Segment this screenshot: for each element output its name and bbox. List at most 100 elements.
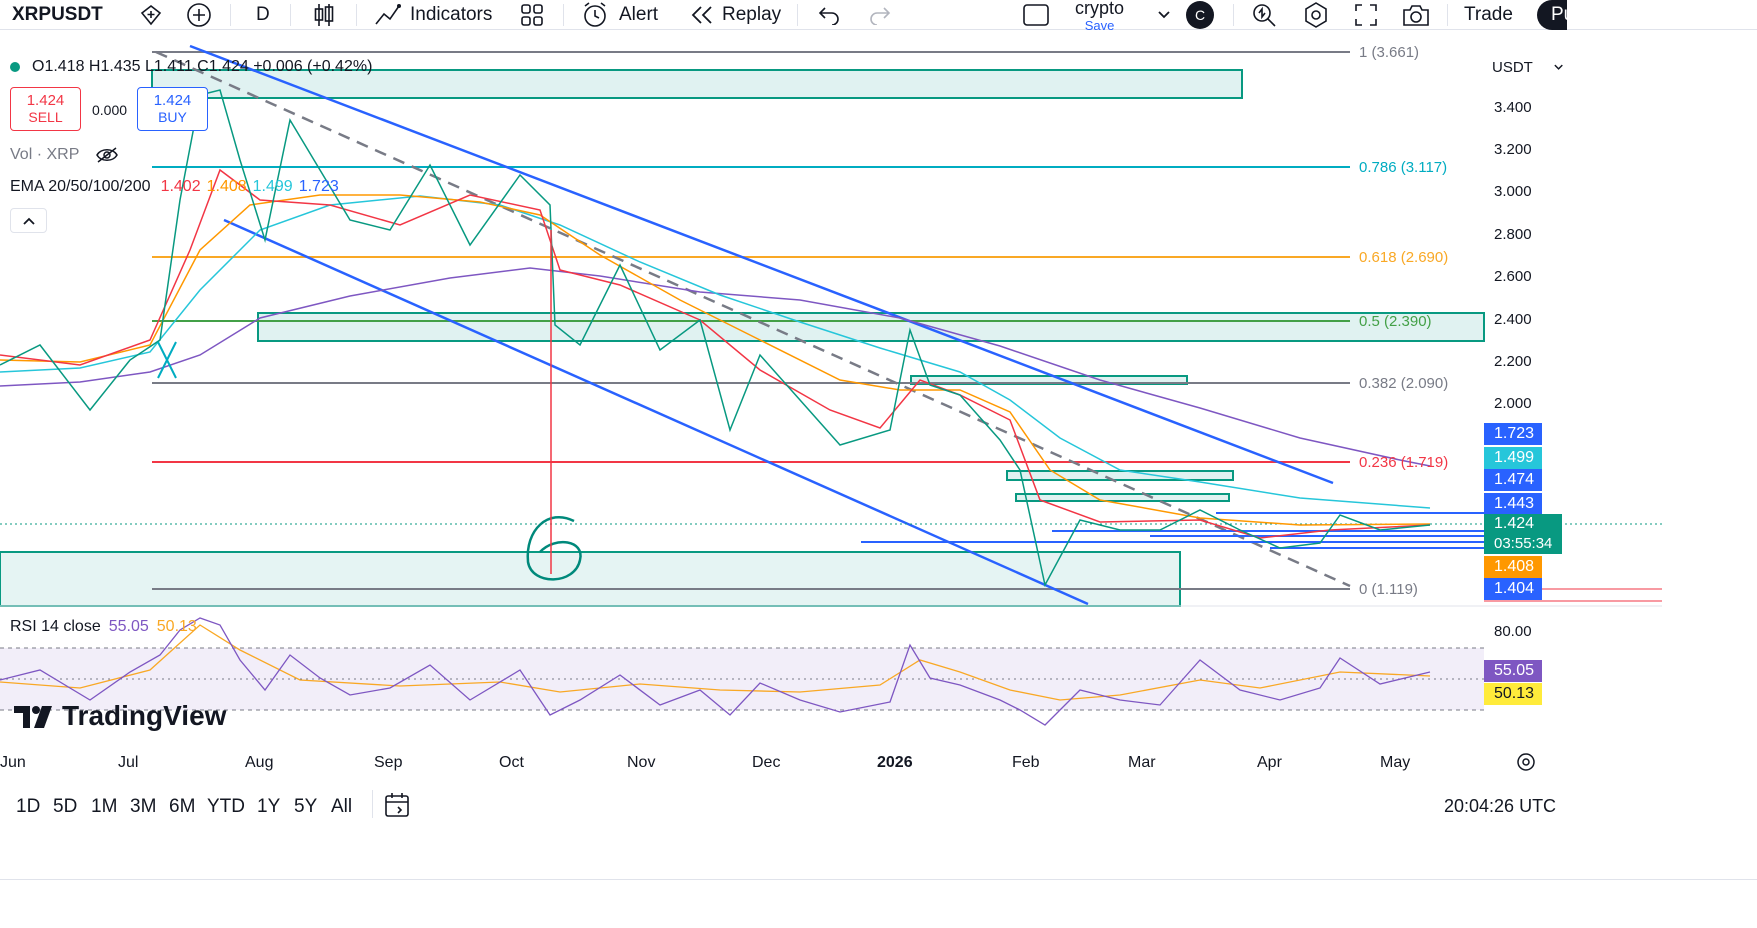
ema-200-value: 1.723 [298, 178, 339, 195]
fib-label-0236: 0.236 (1.719) [1359, 454, 1449, 471]
symbol-search[interactable]: XRPUSDT [12, 0, 103, 30]
replay-button[interactable]: Replay [690, 0, 781, 30]
demand-zone-bottom[interactable] [0, 551, 1181, 607]
tradingview-watermark[interactable]: TradingView [12, 700, 226, 732]
rsi-ma-tag: 50.13 [1484, 683, 1542, 705]
time-tick: Jun [0, 754, 26, 771]
utc-clock[interactable]: 20:04:26 UTC [1444, 796, 1557, 816]
price-tick: 2.200 [1494, 353, 1532, 370]
calendar-icon[interactable] [384, 792, 410, 823]
supply-zone-top[interactable] [151, 69, 1243, 99]
quick-search-icon[interactable] [1251, 0, 1277, 30]
range-3m-button[interactable]: 3M [130, 796, 157, 817]
currency-label: USDT [1492, 58, 1533, 76]
time-tick-year: 2026 [877, 754, 913, 771]
redo-icon[interactable] [868, 0, 892, 30]
handwritten-x-mark[interactable] [157, 341, 177, 379]
range-6m-button[interactable]: 6M [169, 796, 196, 817]
ema-20-line [0, 168, 1431, 539]
range-1d-button[interactable]: 1D [16, 796, 41, 817]
sell-price: 1.424 [26, 92, 65, 109]
alarm-clock-icon [584, 2, 606, 27]
layout-name-button[interactable]: crypto Save [1075, 0, 1124, 33]
bottom-separator [372, 790, 373, 818]
range-ytd-button[interactable]: YTD [207, 796, 245, 817]
currency-selector[interactable]: USDT [1484, 52, 1564, 82]
templates-icon[interactable] [520, 0, 544, 30]
channel-mid-dashed[interactable] [155, 50, 1351, 588]
range-5d-button[interactable]: 5D [53, 796, 78, 817]
range-5y-button[interactable]: 5Y [294, 796, 318, 817]
channel-lower-line[interactable] [223, 218, 1089, 606]
price-tick: 2.600 [1494, 268, 1532, 285]
ema-50-line [0, 194, 1431, 526]
ema-legend[interactable]: EMA 20/50/100/200 1.402 1.408 1.499 1.72… [10, 178, 339, 196]
undo-icon[interactable] [817, 0, 841, 30]
fib-label-0786: 0.786 (3.117) [1359, 159, 1448, 176]
time-tick: Aug [245, 754, 274, 771]
chevron-up-icon [22, 217, 35, 225]
volume-label: Vol · XRP [10, 146, 80, 163]
compare-symbol-icon[interactable] [186, 0, 212, 30]
eye-hidden-icon[interactable] [95, 146, 119, 164]
range-all-button[interactable]: All [331, 796, 353, 817]
volume-legend[interactable]: Vol · XRP [10, 146, 119, 164]
trade-button[interactable]: Trade [1464, 0, 1513, 30]
publish-button[interactable]: Pu [1537, 0, 1567, 30]
ema-100-tag: 1.499 [1484, 447, 1542, 469]
layout-icon[interactable] [1022, 0, 1050, 30]
handwritten-six[interactable] [526, 515, 582, 581]
range-1y-button[interactable]: 1Y [257, 796, 281, 817]
rsi-legend[interactable]: RSI 14 close 55.05 50.13 [10, 618, 197, 636]
ohlc-legend: O1.418 H1.435 L1.411 C1.424 +0.006 (+0.4… [10, 58, 372, 76]
zone-1443[interactable] [1015, 493, 1230, 502]
layout-save: Save [1084, 17, 1115, 33]
settings-icon[interactable] [1302, 0, 1330, 30]
layout-dropdown-icon[interactable] [1156, 0, 1172, 30]
price-tick: 3.000 [1494, 183, 1532, 200]
price-tick: 2.000 [1494, 395, 1532, 412]
range-1m-button[interactable]: 1M [91, 796, 118, 817]
chart-settings-icon[interactable] [1515, 751, 1537, 778]
buy-price: 1.424 [153, 92, 192, 109]
trade-label: Trade [1464, 4, 1513, 25]
sell-label: SELL [28, 109, 63, 125]
symbol-name: XRPUSDT [12, 4, 103, 25]
ohlc-values: O1.418 H1.435 L1.411 C1.424 +0.006 (+0.4… [32, 58, 373, 75]
level-tag-1474: 1.474 [1484, 469, 1542, 491]
time-tick: Apr [1257, 754, 1282, 771]
zone-1474[interactable] [1006, 470, 1234, 481]
rsi-level-tick: 80.00 [1494, 623, 1532, 640]
price-series [0, 89, 1431, 588]
avatar[interactable]: C [1186, 0, 1214, 30]
rsi-value-tag: 55.05 [1484, 660, 1542, 682]
ema-title: EMA 20/50/100/200 [10, 178, 151, 195]
indicators-button[interactable]: Indicators [374, 0, 492, 30]
add-to-watchlist-icon[interactable] [140, 0, 162, 30]
rsi-title: RSI 14 close [10, 618, 101, 635]
chevron-down-icon [1554, 64, 1563, 70]
rsi-ma-line [0, 624, 1431, 701]
channel-upper-line[interactable] [189, 44, 1334, 485]
interval-button[interactable]: D [256, 0, 270, 30]
fullscreen-icon[interactable] [1354, 0, 1378, 30]
time-tick: Dec [752, 754, 781, 771]
collapse-legend-button[interactable] [10, 208, 47, 233]
rsi-ma-value: 50.13 [156, 618, 197, 635]
ema-50-value: 1.408 [206, 178, 247, 195]
buy-button[interactable]: 1.424 BUY [137, 87, 208, 131]
price-tick: 3.200 [1494, 141, 1532, 158]
rsi-value: 55.05 [108, 618, 149, 635]
top-toolbar: XRPUSDT D Indicators Alert Replay crypto… [0, 0, 1757, 33]
ema-100-line [0, 195, 1431, 509]
price-tick: 2.400 [1494, 311, 1532, 328]
sell-button[interactable]: 1.424 SELL [10, 87, 81, 131]
time-tick: May [1380, 754, 1411, 771]
camera-icon[interactable] [1402, 0, 1430, 30]
alert-button[interactable]: Alert [582, 0, 658, 30]
price-axis[interactable] [1662, 44, 1757, 879]
main-chart[interactable] [0, 44, 1662, 879]
ema-100-value: 1.499 [252, 178, 293, 195]
level-tag-1443: 1.443 [1484, 493, 1542, 515]
candles-icon[interactable] [312, 0, 336, 30]
